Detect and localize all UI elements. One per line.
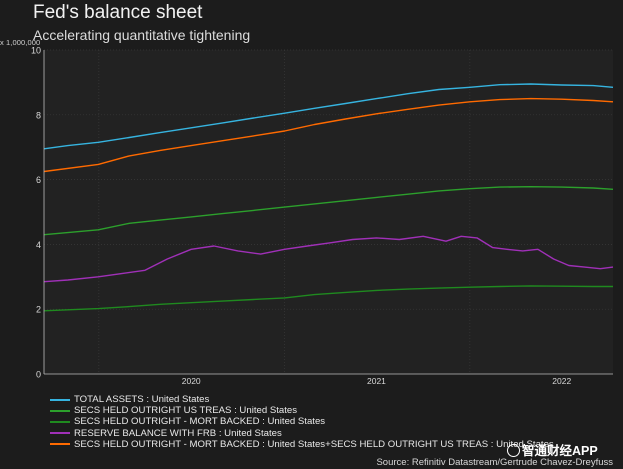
x-tick-label: 2021 (367, 376, 386, 386)
legend-label: TOTAL ASSETS : United States (74, 394, 210, 405)
y-tick-label: 10 (31, 46, 41, 56)
legend-swatch (50, 409, 70, 412)
plot-area (44, 50, 613, 374)
watermark-logo-icon (507, 444, 520, 457)
chart-subtitle: Accelerating quantitative tightening (33, 27, 251, 43)
series-line (43, 97, 614, 173)
legend-label: SECS HELD OUTRIGHT US TREAS : United Sta… (74, 405, 298, 417)
chart-title: Fed's balance sheet (33, 2, 203, 23)
y-tick-label: 2 (36, 305, 41, 315)
y-tick-label: 0 (36, 370, 41, 380)
legend-item: TOTAL ASSETS : United States (50, 394, 554, 405)
axis-layer: 0 2 4 6 8 10 2020 2021 2022 (31, 46, 613, 386)
series-line (43, 83, 614, 150)
y-tick-label: 6 (36, 175, 41, 185)
legend-swatch (50, 398, 70, 401)
y-tick-label: 8 (36, 110, 41, 120)
x-tick-label: 2022 (552, 376, 571, 386)
legend-label: SECS HELD OUTRIGHT - MORT BACKED : Unite… (74, 438, 554, 450)
legend-swatch (50, 421, 70, 423)
source-note: Source: Refinitiv Datastream/Gertrude Ch… (376, 457, 613, 468)
series-layer (43, 83, 614, 312)
y-tick-label: 4 (36, 240, 41, 250)
series-line (43, 235, 614, 283)
y-axis-unit-label: x 1,000,000 (0, 38, 41, 47)
legend-label: RESERVE BALANCE WITH FRB : United States (74, 427, 282, 439)
legend-item: SECS HELD OUTRIGHT - MORT BACKED : Unite… (50, 416, 554, 427)
legend-swatch (50, 443, 70, 446)
legend-label: SECS HELD OUTRIGHT - MORT BACKED : Unite… (74, 416, 326, 428)
grid-layer (44, 49, 613, 374)
watermark-text: 智通财经APP (522, 444, 598, 458)
watermark: 智通财经APP (507, 440, 598, 459)
series-line (43, 285, 613, 312)
legend-item: SECS HELD OUTRIGHT US TREAS : United Sta… (50, 405, 554, 416)
legend-item: SECS HELD OUTRIGHT - MORT BACKED : Unite… (50, 439, 554, 450)
legend-item: RESERVE BALANCE WITH FRB : United States (50, 428, 554, 439)
legend-swatch (50, 432, 70, 435)
x-tick-label: 2020 (182, 376, 201, 386)
series-line (43, 186, 614, 236)
legend: TOTAL ASSETS : United States SECS HELD OU… (50, 394, 554, 450)
